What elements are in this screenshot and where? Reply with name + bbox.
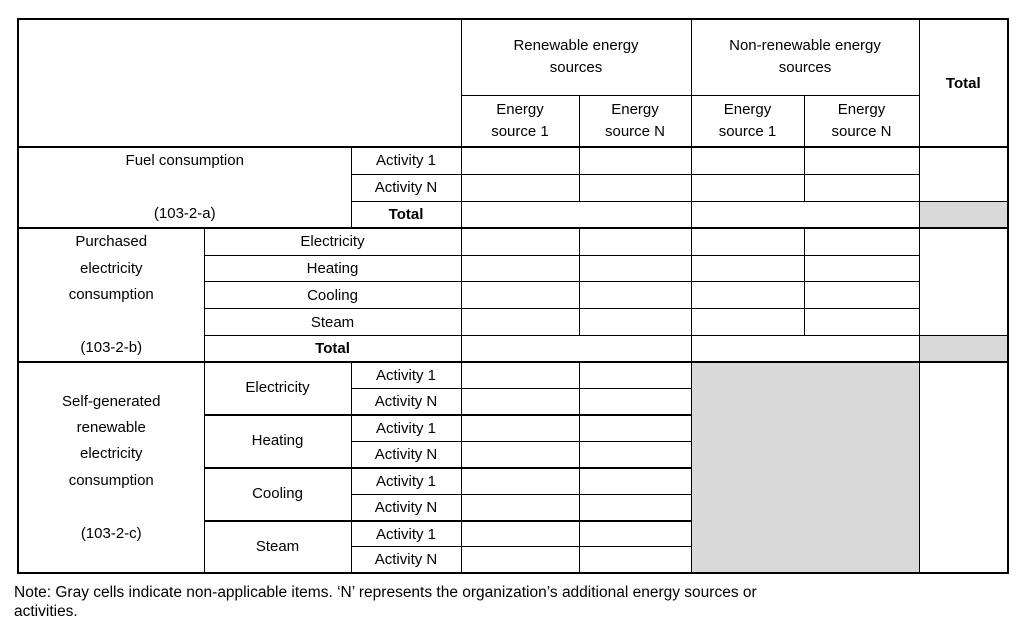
total-data-cell-nonrenewable xyxy=(690,200,920,229)
data-cell xyxy=(460,546,580,574)
data-cell xyxy=(578,414,692,442)
data-cell xyxy=(690,173,805,202)
total-data-cell-nonrenewable xyxy=(690,334,920,363)
data-cell xyxy=(460,519,580,548)
data-cell xyxy=(690,227,805,256)
row-label-energy-type: Electricity xyxy=(203,227,462,256)
data-cell xyxy=(803,227,920,256)
total-column-merged-cell xyxy=(918,227,1009,336)
data-cell xyxy=(803,254,920,283)
row-label-activity: Activity N xyxy=(350,173,462,202)
row-label-activity: Activity 1 xyxy=(350,414,462,442)
data-cell xyxy=(460,440,580,469)
data-cell xyxy=(460,281,580,310)
group-label-energy-type: Steam xyxy=(203,519,352,574)
subheader-nonrenewable-source-n: Energy source N xyxy=(803,94,920,148)
non-applicable-cell xyxy=(918,200,1009,229)
data-cell xyxy=(578,493,692,522)
row-label-activity: Activity N xyxy=(350,546,462,574)
data-cell xyxy=(460,361,580,390)
data-cell xyxy=(460,308,580,336)
data-cell xyxy=(578,361,692,390)
subheader-renewable-source-1: Energy source 1 xyxy=(460,94,580,148)
corner-header-cell xyxy=(17,18,462,148)
data-cell xyxy=(803,145,920,175)
data-cell xyxy=(578,173,692,202)
data-cell xyxy=(578,546,692,574)
row-label-energy-type: Heating xyxy=(203,254,462,283)
data-cell xyxy=(460,414,580,442)
total-row-label: Total xyxy=(203,334,462,363)
group-label-energy-type: Cooling xyxy=(203,466,352,522)
nonrenewable-sources-header: Non-renewable energy sources xyxy=(690,18,920,96)
non-applicable-cell xyxy=(918,334,1009,363)
row-label-activity: Activity N xyxy=(350,388,462,416)
data-cell xyxy=(690,254,805,283)
total-data-cell-renewable xyxy=(460,200,692,229)
row-label-energy-type: Steam xyxy=(203,308,462,336)
row-label-activity: Activity 1 xyxy=(350,466,462,495)
section-label-fuel-consumption: Fuel consumption (103-2-a) xyxy=(17,145,352,229)
row-label-activity: Activity 1 xyxy=(350,145,462,175)
data-cell xyxy=(578,466,692,495)
footnote: Note: Gray cells indicate non-applicable… xyxy=(14,584,757,620)
data-cell xyxy=(460,173,580,202)
data-cell xyxy=(803,281,920,310)
total-data-cell-renewable xyxy=(460,334,692,363)
row-label-activity: Activity 1 xyxy=(350,361,462,390)
group-label-energy-type: Heating xyxy=(203,414,352,469)
section-label-purchased-electricity: Purchased electricity consumption (103-2… xyxy=(17,227,205,363)
data-cell xyxy=(803,173,920,202)
data-cell xyxy=(460,466,580,495)
data-cell xyxy=(578,145,692,175)
section-label-self-generated: Self-generated renewable electricity con… xyxy=(17,361,205,574)
data-cell xyxy=(690,308,805,336)
subheader-nonrenewable-source-1: Energy source 1 xyxy=(690,94,805,148)
data-cell xyxy=(578,440,692,469)
data-cell xyxy=(690,281,805,310)
group-label-energy-type: Electricity xyxy=(203,361,352,416)
row-label-activity: Activity N xyxy=(350,440,462,469)
non-applicable-merged-cell xyxy=(690,361,920,574)
row-label-activity: Activity 1 xyxy=(350,519,462,548)
data-cell xyxy=(460,254,580,283)
data-cell xyxy=(578,281,692,310)
total-column-merged-cell xyxy=(918,145,1009,202)
data-cell xyxy=(803,308,920,336)
row-label-energy-type: Cooling xyxy=(203,281,462,310)
total-row-label: Total xyxy=(350,200,462,229)
data-cell xyxy=(578,254,692,283)
data-cell xyxy=(460,145,580,175)
subheader-renewable-source-n: Energy source N xyxy=(578,94,692,148)
total-column-header: Total xyxy=(918,18,1009,148)
data-cell xyxy=(460,493,580,522)
data-cell xyxy=(578,308,692,336)
renewable-sources-header: Renewable energy sources xyxy=(460,18,692,96)
energy-consumption-table: Renewable energy sources Non-renewable e… xyxy=(17,18,1010,575)
total-column-merged-cell xyxy=(918,361,1009,574)
data-cell xyxy=(460,388,580,416)
row-label-activity: Activity N xyxy=(350,493,462,522)
data-cell xyxy=(690,145,805,175)
data-cell xyxy=(578,519,692,548)
data-cell xyxy=(578,388,692,416)
data-cell xyxy=(460,227,580,256)
data-cell xyxy=(578,227,692,256)
